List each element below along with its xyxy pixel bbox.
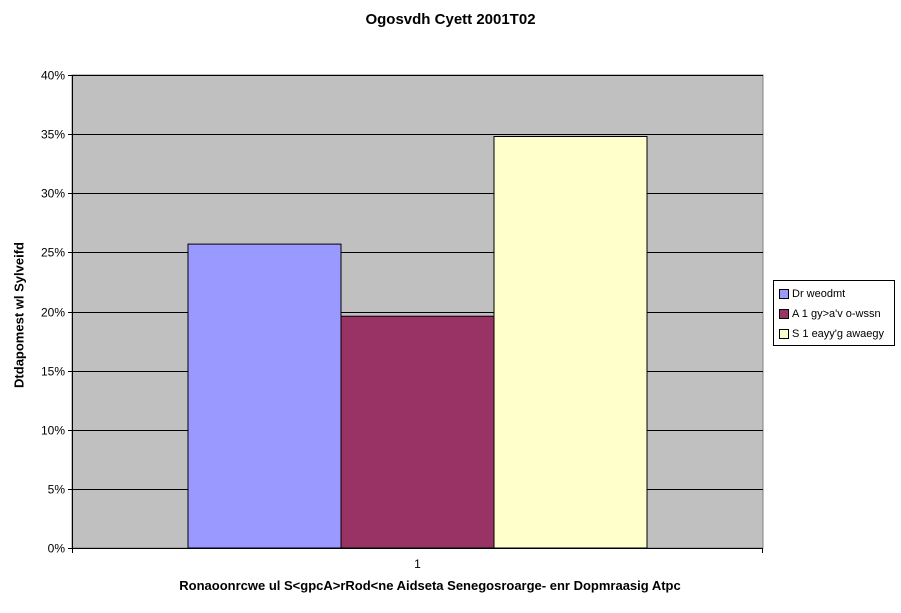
legend-swatch (779, 329, 789, 339)
legend-label: A 1 gy>a'v o-wssn (792, 308, 881, 320)
x-axis-label: Ronaoonrcwe ul S<gpcA>rRod<ne Aidseta Se… (179, 578, 681, 593)
legend-item: A 1 gy>a'v o-wssn (779, 304, 894, 324)
chart-title: Ogosvdh Cyett 2001T02 (365, 11, 536, 28)
legend-label: Dr weodmt (792, 288, 846, 300)
y-tick-label: 40% (41, 69, 65, 83)
bar (187, 243, 342, 549)
legend-label: S 1 eayy'g awaegy (792, 328, 884, 340)
y-tick-label: 30% (41, 187, 65, 201)
y-tick-label: 0% (48, 542, 66, 556)
legend-item: S 1 eayy'g awaegy (779, 324, 894, 344)
y-tick-label: 20% (41, 306, 65, 320)
chart-legend: Dr weodmt A 1 gy>a'v o-wssn S 1 eayy'g awa… (773, 280, 895, 346)
y-tick-label: 5% (48, 483, 66, 497)
x-tick-label: 1 (414, 557, 421, 571)
bar (493, 135, 648, 549)
y-tick-label: 25% (41, 246, 65, 260)
bar (340, 315, 495, 549)
y-tick-label: 35% (41, 128, 65, 142)
legend-item: Dr weodmt (779, 284, 894, 304)
legend-swatch (779, 309, 789, 319)
y-tick-label: 15% (41, 365, 65, 379)
y-tick-label: 10% (41, 424, 65, 438)
legend-swatch (779, 289, 789, 299)
